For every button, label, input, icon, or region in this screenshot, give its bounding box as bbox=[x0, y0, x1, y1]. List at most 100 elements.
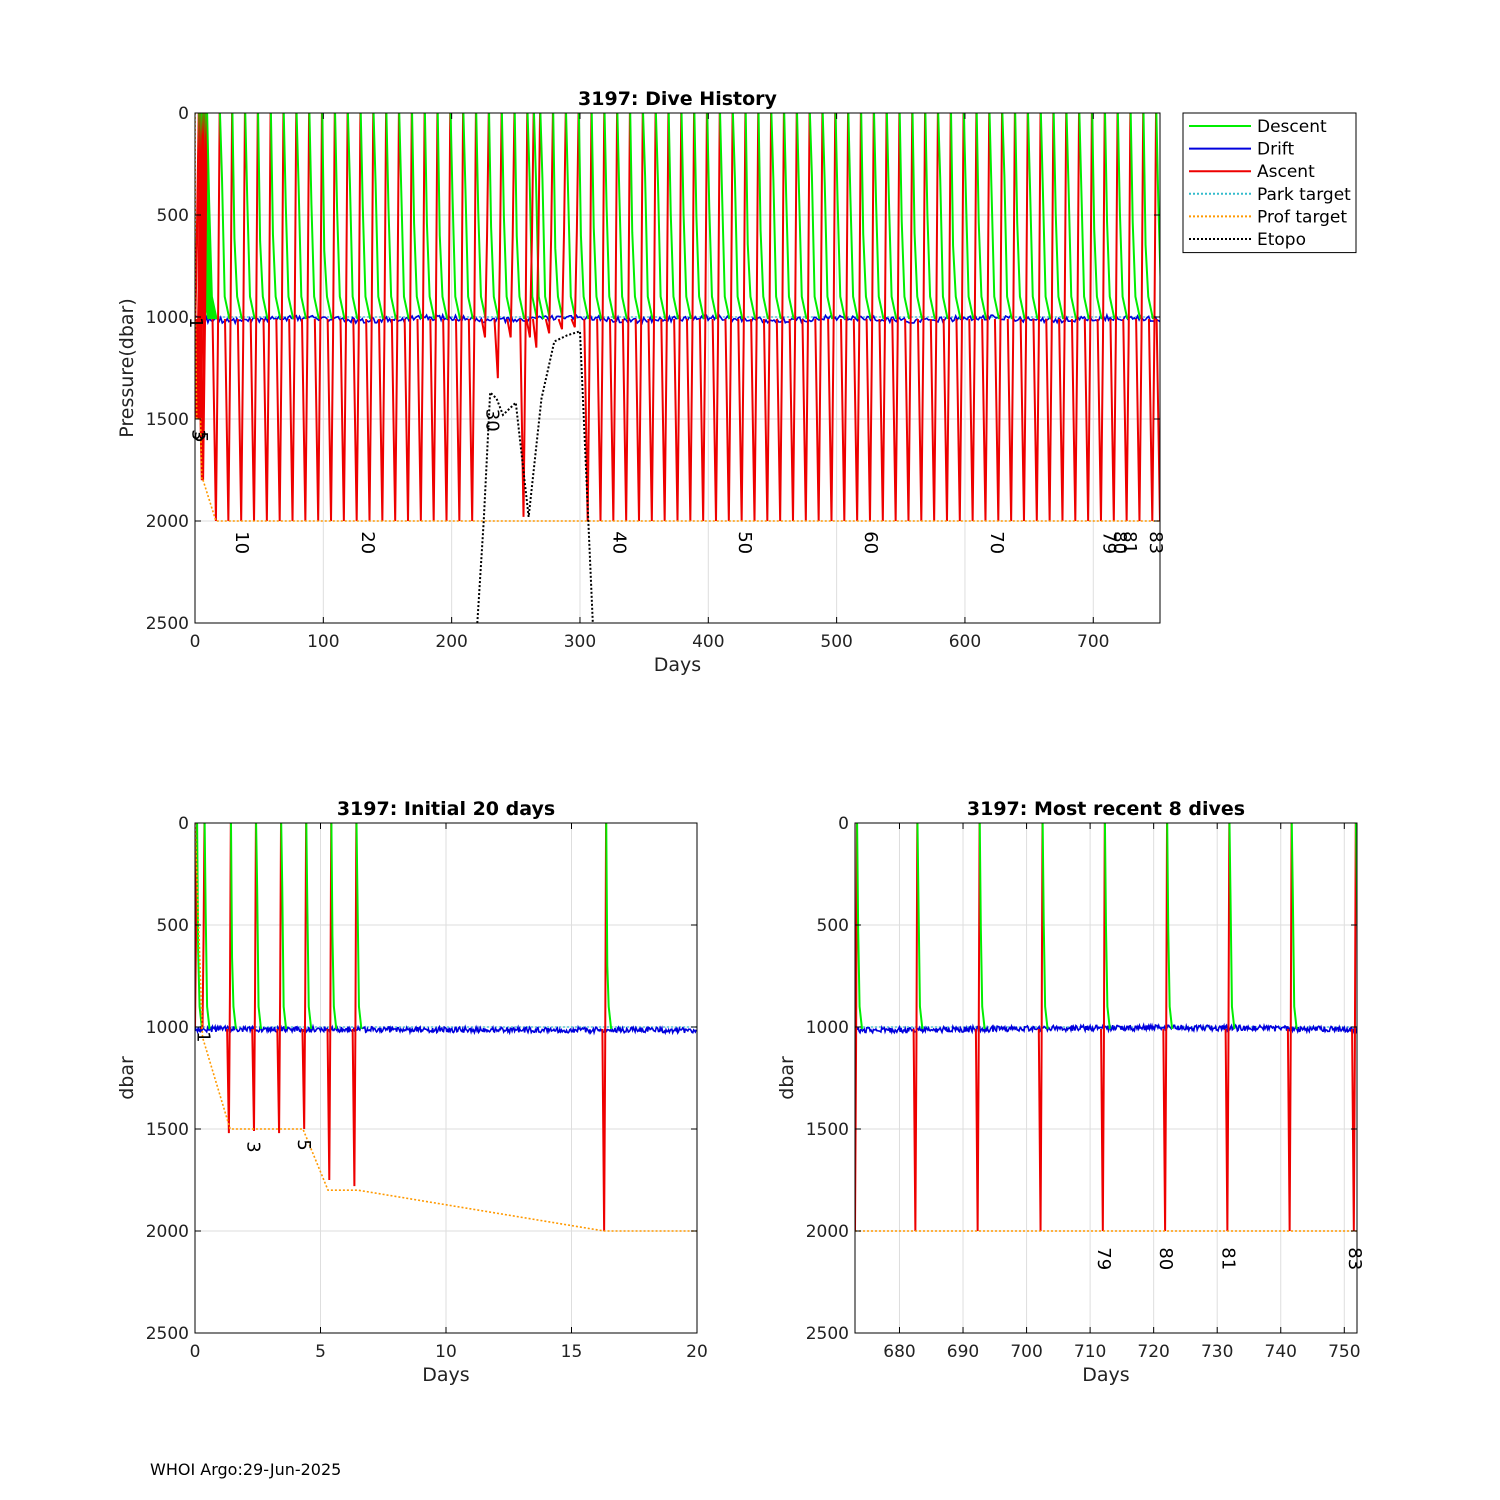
y-tick-label: 0 bbox=[178, 814, 189, 834]
x-axis-label: Days bbox=[654, 654, 701, 676]
ascent-segment bbox=[1019, 113, 1029, 522]
x-axis-label: Days bbox=[1082, 1364, 1129, 1386]
descent-segment bbox=[255, 823, 263, 1030]
y-tick-label: 1500 bbox=[806, 1120, 849, 1140]
descent-segment bbox=[1052, 113, 1065, 320]
descent-segment bbox=[770, 113, 782, 320]
ascent-segment bbox=[326, 823, 333, 1181]
descent-segment bbox=[330, 823, 338, 1030]
ascent-segment bbox=[904, 113, 914, 522]
descent-segment bbox=[924, 113, 936, 320]
x-tick-label: 730 bbox=[1201, 1342, 1233, 1362]
ascent-segment bbox=[249, 113, 259, 522]
y-tick-label: 2500 bbox=[146, 1324, 189, 1344]
ascent-segment bbox=[750, 113, 760, 522]
ascent-segment bbox=[788, 113, 798, 522]
y-tick-label: 1000 bbox=[146, 1018, 189, 1038]
ascent-segment bbox=[223, 113, 234, 522]
ascent-segment bbox=[544, 113, 554, 334]
ascent-segment bbox=[454, 113, 465, 522]
prof-target-line bbox=[195, 823, 697, 1232]
chart-title: 3197: Most recent 8 dives bbox=[967, 798, 1245, 820]
y-tick-label: 1500 bbox=[146, 410, 189, 430]
descent-segment bbox=[978, 823, 986, 1030]
descent-segment bbox=[500, 113, 513, 320]
ascent-segment bbox=[601, 823, 608, 1232]
legend-entry: Ascent bbox=[1257, 162, 1315, 182]
ascent-segment bbox=[1083, 113, 1093, 522]
ascent-segment bbox=[762, 113, 773, 522]
ascent-segment bbox=[251, 823, 257, 1132]
descent-segment bbox=[731, 113, 744, 320]
x-tick-label: 15 bbox=[561, 1342, 583, 1362]
x-tick-label: 100 bbox=[307, 632, 339, 652]
cycle-label: 3 bbox=[243, 1141, 264, 1152]
y-tick-label: 2000 bbox=[806, 1222, 849, 1242]
chart-title: 3197: Initial 20 days bbox=[337, 798, 555, 820]
ascent-segment bbox=[442, 113, 452, 522]
descent-segment bbox=[916, 823, 924, 1030]
x-tick-label: 5 bbox=[315, 1342, 326, 1362]
descent-segment bbox=[488, 113, 500, 320]
descent-segment bbox=[539, 113, 551, 320]
chart-title: 3197: Dive History bbox=[578, 88, 777, 110]
cycle-label: 70 bbox=[986, 531, 1007, 554]
y-tick-label: 1000 bbox=[146, 308, 189, 328]
descent-segment bbox=[1290, 823, 1298, 1030]
ascent-segment bbox=[197, 113, 207, 481]
ascent-segment bbox=[814, 113, 824, 522]
ascent-segment bbox=[942, 113, 952, 522]
ascent-segment bbox=[1070, 113, 1081, 522]
ascent-segment bbox=[288, 113, 298, 522]
descent-segment bbox=[605, 823, 613, 1030]
ascent-segment bbox=[737, 113, 747, 522]
descent-segment bbox=[885, 113, 898, 320]
cycle-label: 40 bbox=[608, 531, 629, 554]
ascent-segment bbox=[1224, 823, 1231, 1232]
ascent-segment bbox=[377, 113, 388, 522]
plot-area bbox=[195, 113, 1160, 623]
descent-segment bbox=[532, 113, 545, 320]
ascent-segment bbox=[480, 113, 490, 338]
ascent-segment bbox=[724, 113, 734, 522]
descent-segment bbox=[783, 113, 795, 320]
ascent-segment bbox=[596, 113, 606, 522]
cycle-label: 1 bbox=[193, 1031, 214, 1042]
descent-segment bbox=[1091, 113, 1103, 320]
panel-initial: 1 3 5 0 5 10 15 20 0 500 1000 1500 2000 2500 3197: Ini… bbox=[116, 798, 708, 1386]
descent-segment bbox=[257, 113, 269, 320]
ascent-segment bbox=[634, 113, 644, 522]
cycle-label: 10 bbox=[231, 531, 252, 554]
descent-segment bbox=[436, 113, 449, 320]
axes-box bbox=[194, 112, 1161, 624]
descent-segment bbox=[334, 113, 346, 320]
x-tick-label: 710 bbox=[1074, 1342, 1106, 1362]
descent-segment bbox=[411, 113, 423, 320]
ascent-segment bbox=[839, 113, 850, 522]
ascent-segment bbox=[852, 113, 862, 522]
x-tick-label: 700 bbox=[1010, 1342, 1042, 1362]
descent-segment bbox=[1039, 113, 1052, 320]
x-axis-label: Days bbox=[422, 1364, 469, 1386]
descent-segment bbox=[462, 113, 474, 320]
descent-segment bbox=[1142, 113, 1154, 320]
descent-segment bbox=[206, 113, 218, 320]
ascent-segment bbox=[276, 823, 283, 1134]
descent-segment bbox=[1014, 113, 1026, 320]
descent-segment bbox=[590, 113, 603, 320]
descent-segment bbox=[642, 113, 654, 320]
legend-entry: Etopo bbox=[1257, 230, 1306, 250]
ascent-segment bbox=[326, 113, 336, 522]
ascent-segment bbox=[1122, 113, 1132, 522]
ascent-segment bbox=[1286, 823, 1293, 1232]
ascent-segment bbox=[827, 113, 837, 522]
ascent-segment bbox=[262, 113, 272, 522]
y-axis-label: dbar bbox=[776, 1056, 798, 1100]
descent-segment bbox=[359, 113, 372, 320]
descent-segment bbox=[355, 823, 363, 1030]
descent-segment bbox=[706, 113, 718, 320]
descent-segment bbox=[308, 113, 320, 320]
